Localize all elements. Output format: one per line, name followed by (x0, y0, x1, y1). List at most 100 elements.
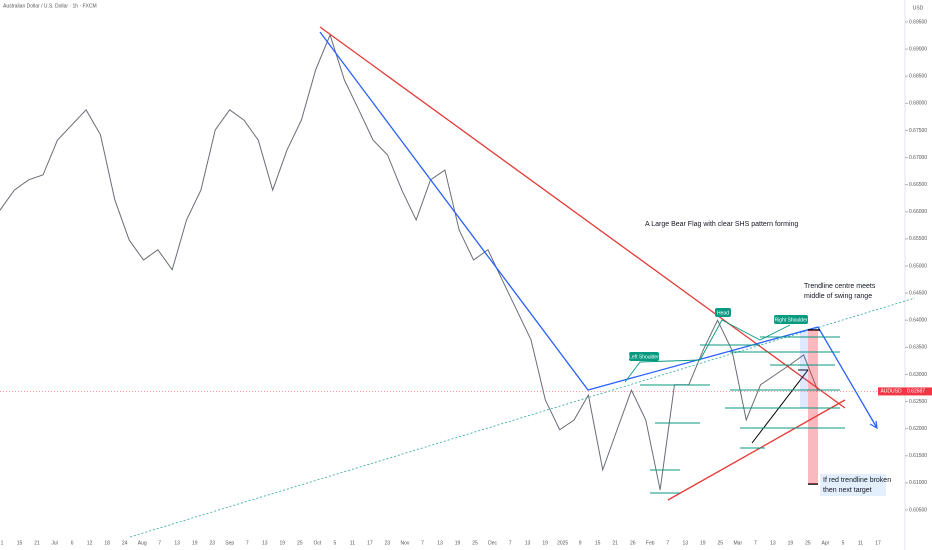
drawings: Left Shoulder Head Right Shoulder A Larg… (129, 26, 916, 538)
x-tick-label: 23 (385, 540, 391, 546)
label-box (629, 352, 659, 361)
target-box (808, 330, 818, 484)
x-tick-label: 7 (158, 540, 161, 546)
x-tick-label: 13 (262, 540, 268, 546)
y-tick-label: 0.65500 (909, 236, 927, 242)
x-tick-label: 19 (192, 540, 198, 546)
x-tick-label: 17 (367, 540, 373, 546)
y-tick-label: 0.64500 (909, 290, 927, 296)
x-tick-label: 7 (754, 540, 757, 546)
currency-label: USD (913, 5, 924, 11)
black-line (751, 369, 809, 444)
y-tick-label: 0.63000 (909, 372, 927, 378)
annotation: middle of swing range (804, 293, 872, 300)
x-tick-label: 7 (421, 540, 424, 546)
y-tick-label: 0.68000 (909, 101, 927, 107)
x-tick-label: Apr (822, 540, 830, 546)
x-tick-label: Oct (313, 540, 321, 546)
x-tick-label: 13 (682, 540, 688, 546)
x-tick-label: 5 (333, 540, 336, 546)
x-tick-label: 25 (472, 540, 478, 546)
note-box (820, 474, 886, 496)
y-tick-label: 0.67500 (909, 128, 927, 134)
y-tick-label: 0.62500 (909, 399, 927, 405)
annotation: If red trendline broken (823, 477, 891, 484)
x-tick-label: 15 (17, 540, 23, 546)
x-tick-label: 17 (875, 540, 881, 546)
symbol-box (878, 387, 905, 396)
x-tick-label: 2025 (557, 540, 568, 546)
x-tick-label: 19 (280, 540, 286, 546)
x-tick-label: 23 (209, 540, 215, 546)
y-tick-label: 0.63500 (909, 345, 927, 351)
x-tick-label: 13 (770, 540, 776, 546)
x-tick-label: 21 (612, 540, 618, 546)
x-tick-label: Mar (734, 540, 743, 546)
x-tick-label: Sep (225, 540, 234, 546)
x-tick-label: 19 (542, 540, 548, 546)
x-tick-label: 26 (630, 540, 636, 546)
x-tick-label: Dec (488, 540, 497, 546)
x-tick-label: 9 (579, 540, 582, 546)
head-label: Head (717, 310, 729, 316)
x-tick-label: 19 (455, 540, 461, 546)
shs-outline (624, 319, 791, 383)
y-tick-label: 0.61500 (909, 453, 927, 459)
red-trendline (319, 26, 846, 409)
arrow (869, 420, 878, 430)
label-box (715, 308, 731, 317)
y-tick-label: 0.61000 (909, 480, 927, 486)
x-tick-label: 21 (34, 540, 40, 546)
x-tick-label: 13 (525, 540, 531, 546)
x-tick-label: 13 (437, 540, 443, 546)
x-tick-label: 19 (788, 540, 794, 546)
x-tick-label: Aug (138, 540, 147, 546)
x-tick-label: 7 (666, 540, 669, 546)
label-box (774, 315, 808, 324)
x-tick-label: 6 (71, 540, 74, 546)
annotation: Trendline centre meets (804, 283, 876, 290)
range-lines (640, 336, 845, 494)
x-tick-label: 13 (174, 540, 180, 546)
left-shoulder-label: Left Shoulder (629, 354, 659, 360)
x-tick-label: 12 (87, 540, 93, 546)
x-tick-label: Nov (401, 540, 410, 546)
range-box (800, 330, 808, 408)
x-tick-label: 25 (805, 540, 811, 546)
x-tick-label: 5 (842, 540, 845, 546)
dotted-trendline (129, 297, 916, 538)
x-tick-label: 11 (858, 540, 863, 546)
x-tick-label: 7 (246, 540, 249, 546)
y-tick-label: 0.65000 (909, 263, 927, 269)
last-price-box (905, 387, 932, 396)
x-tick-label: 18 (104, 540, 110, 546)
x-tick-label: Feb (646, 540, 655, 546)
x-tick-label: 25 (297, 540, 303, 546)
x-tick-label: Jul (51, 540, 57, 546)
right-shoulder-label: Right Shoulder (774, 317, 807, 323)
x-tick-label: 19 (700, 540, 706, 546)
y-tick-label: 0.64000 (909, 318, 927, 324)
y-tick-label: 0.69000 (909, 46, 927, 52)
x-tick-label: 11 (350, 540, 355, 546)
y-tick-label: 0.66000 (909, 209, 927, 215)
y-tick-label: 0.66500 (909, 182, 927, 188)
y-tick-label: 0.68500 (909, 74, 927, 80)
last-price-label: 0.62687 (907, 389, 925, 395)
x-tick-label: 24 (122, 540, 128, 546)
symbol-label: AUDUSD (880, 389, 902, 395)
y-tick-label: 0.69500 (909, 19, 927, 25)
y-tick-label: 0.62000 (909, 426, 927, 432)
x-tick-label: 25 (718, 540, 724, 546)
y-tick-label: 0.67000 (909, 155, 927, 161)
blue-trendline (319, 31, 878, 429)
x-tick-label: 7 (509, 540, 512, 546)
chart-title: Australian Dollar / U.S. Dollar · 1h · F… (3, 3, 97, 9)
red-lower-trendline (667, 399, 846, 501)
x-tick-label: 1 (1, 540, 4, 546)
y-tick-label: 0.60500 (909, 507, 927, 513)
x-tick-label: 15 (595, 540, 601, 546)
